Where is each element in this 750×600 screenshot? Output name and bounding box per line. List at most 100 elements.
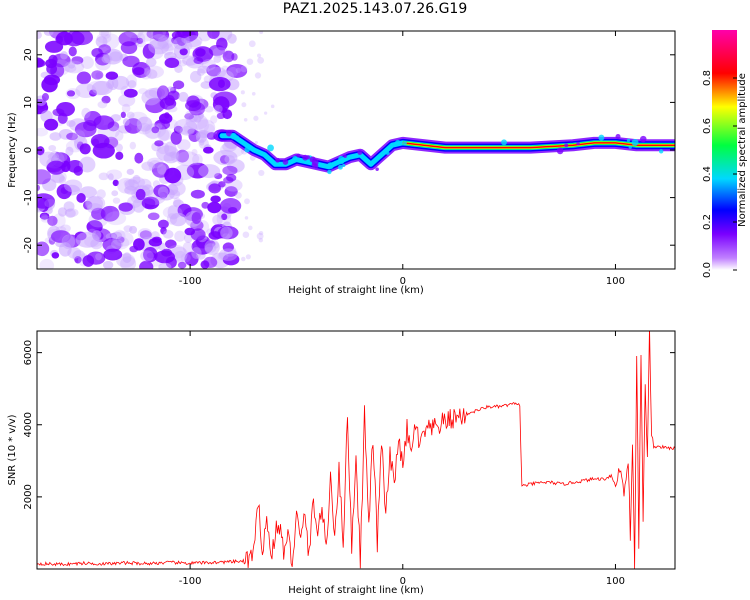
- trace-spot: [244, 146, 250, 153]
- noise-blob: [50, 173, 65, 183]
- spectrogram-xtick-label: 100: [606, 276, 625, 287]
- noise-blob: [85, 196, 104, 211]
- noise-blob: [41, 93, 50, 101]
- noise-blob: [206, 64, 222, 77]
- noise-blob: [206, 132, 217, 140]
- noise-blob: [193, 57, 204, 64]
- noise-blob: [123, 178, 136, 187]
- noise-blob: [96, 189, 106, 199]
- noise-blob: [103, 248, 123, 261]
- noise-blob: [105, 71, 119, 80]
- noise-blob: [98, 31, 110, 37]
- noise-blob: [121, 103, 131, 113]
- noise-blob: [139, 260, 154, 269]
- noise-blob: [164, 57, 180, 69]
- noise-blob: [217, 252, 229, 261]
- noise-blob: [48, 31, 68, 39]
- noise-blob: [240, 65, 248, 73]
- snr-ylabel: SNR (10 * v/v): [7, 414, 18, 485]
- trace-spot: [556, 147, 564, 155]
- noise-blob: [37, 57, 45, 68]
- noise-blob: [235, 67, 241, 73]
- noise-blob: [134, 152, 144, 164]
- noise-blob: [146, 69, 158, 80]
- snr-xlabel: Height of straight line (km): [288, 585, 424, 596]
- noise-blob: [160, 226, 167, 235]
- noise-blob: [37, 127, 48, 137]
- snr-axes: -100 0 100 2000 4000 6000: [23, 331, 675, 587]
- noise-blob: [68, 46, 77, 57]
- noise-blob: [216, 37, 228, 51]
- noise-blob: [207, 66, 227, 79]
- noise-blob: [173, 250, 187, 264]
- noise-blob: [136, 116, 153, 132]
- noise-blob: [95, 253, 102, 261]
- noise-blob: [203, 123, 216, 139]
- noise-blob: [39, 258, 55, 269]
- noise-blob: [58, 176, 67, 185]
- noise-blob: [106, 169, 123, 180]
- noise-blob: [164, 167, 182, 184]
- noise-blob: [221, 213, 228, 221]
- noise-blob: [198, 164, 221, 179]
- noise-blob: [135, 188, 146, 201]
- noise-blob: [123, 225, 133, 233]
- noise-blob: [258, 230, 264, 236]
- noise-blob: [176, 151, 200, 167]
- noise-blob: [43, 118, 59, 131]
- noise-blob: [147, 212, 160, 221]
- noise-blob: [203, 256, 218, 269]
- snr-frame: [36, 330, 676, 570]
- noise-blob: [243, 117, 248, 122]
- noise-blob: [227, 206, 238, 214]
- noise-blob: [51, 252, 60, 259]
- noise-blob: [43, 31, 54, 36]
- spectrogram-xlabel: Height of straight line (km): [288, 285, 424, 296]
- trace-spot: [267, 144, 274, 152]
- colorbar-label: Normalized spectral amplitude: [737, 73, 748, 227]
- noise-blob: [138, 88, 148, 95]
- colorbar-tick-label: 0.4: [702, 166, 713, 182]
- spectrogram-frame: [36, 30, 676, 270]
- noise-blob: [67, 61, 76, 69]
- noise-blob: [264, 111, 268, 115]
- noise-blob: [169, 151, 178, 158]
- noise-blob: [83, 119, 97, 132]
- noise-blob: [157, 163, 167, 175]
- noise-blob: [57, 112, 68, 124]
- noise-blob: [177, 59, 188, 67]
- noise-blob: [141, 161, 155, 171]
- noise-blob: [65, 208, 76, 218]
- trace-spot: [311, 158, 319, 166]
- noise-blob: [158, 262, 172, 269]
- trace-spot: [501, 139, 507, 146]
- noise-blob: [106, 79, 115, 90]
- noise-blob: [254, 72, 262, 79]
- snr-ytick-label: 6000: [23, 340, 34, 365]
- noise-blob: [47, 215, 58, 227]
- noise-blob: [145, 97, 165, 114]
- noise-blob: [82, 255, 95, 267]
- noise-blob: [37, 31, 42, 40]
- noise-blob: [64, 179, 83, 193]
- trace-spot: [230, 132, 237, 140]
- noise-blob: [40, 213, 48, 222]
- noise-blob: [93, 115, 115, 130]
- noise-blob: [102, 237, 122, 252]
- noise-blob: [60, 186, 69, 195]
- noise-blob: [212, 96, 230, 113]
- noise-blob: [66, 132, 78, 141]
- trace-spot: [326, 162, 334, 170]
- noise-blob: [92, 230, 102, 240]
- noise-blob: [190, 189, 205, 199]
- noise-blob: [137, 31, 154, 42]
- noise-blob: [222, 109, 233, 120]
- noise-blob: [111, 239, 124, 250]
- trace-spot: [260, 151, 264, 156]
- trace-spot: [275, 157, 281, 163]
- noise-blob: [50, 63, 65, 78]
- noise-blob: [151, 126, 160, 134]
- noise-blob: [81, 107, 91, 119]
- noise-blob: [224, 155, 236, 164]
